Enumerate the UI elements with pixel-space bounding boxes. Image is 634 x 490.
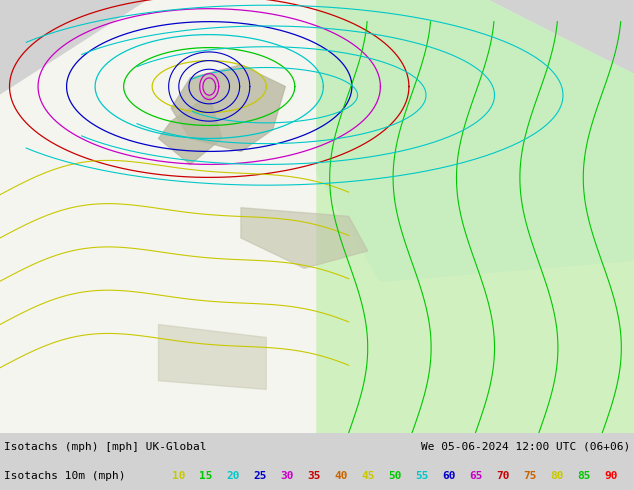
Text: 30: 30 (280, 471, 294, 481)
Text: 80: 80 (550, 471, 564, 481)
Polygon shape (0, 0, 634, 437)
Text: 70: 70 (496, 471, 510, 481)
Polygon shape (241, 208, 368, 268)
Polygon shape (171, 65, 285, 151)
Text: 60: 60 (442, 471, 455, 481)
Text: 10: 10 (172, 471, 186, 481)
Polygon shape (158, 95, 222, 165)
Text: 55: 55 (415, 471, 429, 481)
Text: Isotachs (mph) [mph] UK-Global: Isotachs (mph) [mph] UK-Global (4, 442, 207, 452)
Text: 25: 25 (253, 471, 266, 481)
Text: 90: 90 (604, 471, 618, 481)
Text: 45: 45 (361, 471, 375, 481)
Polygon shape (317, 0, 634, 281)
Text: 40: 40 (334, 471, 347, 481)
Polygon shape (317, 0, 634, 437)
Text: 35: 35 (307, 471, 321, 481)
Text: Isotachs 10m (mph): Isotachs 10m (mph) (4, 471, 126, 481)
Text: 75: 75 (523, 471, 536, 481)
Text: 50: 50 (388, 471, 401, 481)
Text: 20: 20 (226, 471, 240, 481)
Polygon shape (158, 324, 266, 390)
Text: We 05-06-2024 12:00 UTC (06+06): We 05-06-2024 12:00 UTC (06+06) (421, 442, 630, 452)
Text: 15: 15 (199, 471, 212, 481)
Text: 65: 65 (469, 471, 482, 481)
Text: 85: 85 (577, 471, 590, 481)
